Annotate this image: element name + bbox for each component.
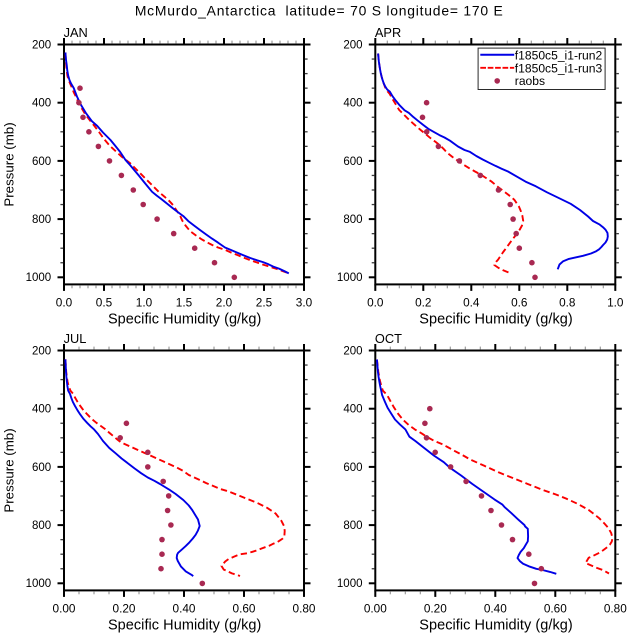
svg-text:0.20: 0.20 [113,601,136,615]
svg-text:APR: APR [375,25,401,40]
svg-text:400: 400 [32,404,51,416]
svg-text:Specific Humidity (g/kg): Specific Humidity (g/kg) [419,618,573,634]
svg-text:800: 800 [343,214,362,226]
svg-text:Specific Humidity (g/kg): Specific Humidity (g/kg) [108,618,262,634]
svg-text:OCT: OCT [375,331,402,346]
svg-text:1000: 1000 [26,272,52,284]
svg-text:0.00: 0.00 [364,601,387,615]
svg-text:f1850c5_i1-run3: f1850c5_i1-run3 [515,61,603,75]
svg-text:1.5: 1.5 [176,295,193,309]
svg-text:1000: 1000 [337,578,363,590]
svg-text:800: 800 [32,520,51,532]
svg-text:0.40: 0.40 [173,601,196,615]
svg-text:0.40: 0.40 [484,601,507,615]
svg-text:0.6: 0.6 [511,295,528,309]
svg-text:1.0: 1.0 [607,295,624,309]
svg-text:Pressure (mb): Pressure (mb) [2,428,17,512]
svg-text:0.60: 0.60 [233,601,256,615]
svg-text:0.5: 0.5 [96,295,113,309]
svg-text:400: 400 [343,404,362,416]
svg-text:JAN: JAN [64,25,88,40]
svg-text:400: 400 [343,98,362,110]
svg-text:0.4: 0.4 [463,295,480,309]
svg-text:0.8: 0.8 [559,295,576,309]
svg-text:McMurdo_Antarctica latitude=: McMurdo_Antarctica latitude= 70 S longit… [135,3,504,19]
svg-text:2.5: 2.5 [256,295,273,309]
svg-text:800: 800 [343,520,362,532]
svg-text:1000: 1000 [337,272,363,284]
svg-text:800: 800 [32,214,51,226]
svg-text:raobs: raobs [515,74,545,88]
svg-text:3.0: 3.0 [296,295,313,309]
svg-text:0.00: 0.00 [53,601,76,615]
svg-text:200: 200 [32,345,51,357]
svg-text:0.20: 0.20 [424,601,447,615]
svg-text:2.0: 2.0 [216,295,233,309]
svg-text:0.2: 0.2 [415,295,431,309]
svg-text:200: 200 [343,39,362,51]
svg-text:f1850c5_i1-run2: f1850c5_i1-run2 [515,48,603,62]
svg-text:600: 600 [32,156,51,168]
svg-text:Specific Humidity (g/kg): Specific Humidity (g/kg) [419,312,573,328]
svg-text:1000: 1000 [26,578,52,590]
svg-text:Pressure (mb): Pressure (mb) [2,122,17,206]
svg-text:0.60: 0.60 [544,601,567,615]
svg-text:600: 600 [343,462,362,474]
svg-text:JUL: JUL [64,331,87,346]
svg-text:Specific Humidity (g/kg): Specific Humidity (g/kg) [108,312,262,328]
svg-text:200: 200 [32,39,51,51]
svg-text:600: 600 [343,156,362,168]
svg-text:0.0: 0.0 [56,295,73,309]
svg-text:0.80: 0.80 [293,601,316,615]
svg-text:0.0: 0.0 [367,295,384,309]
svg-text:200: 200 [343,345,362,357]
svg-text:0.80: 0.80 [604,601,627,615]
svg-text:400: 400 [32,98,51,110]
svg-text:1.0: 1.0 [136,295,153,309]
svg-text:600: 600 [32,462,51,474]
